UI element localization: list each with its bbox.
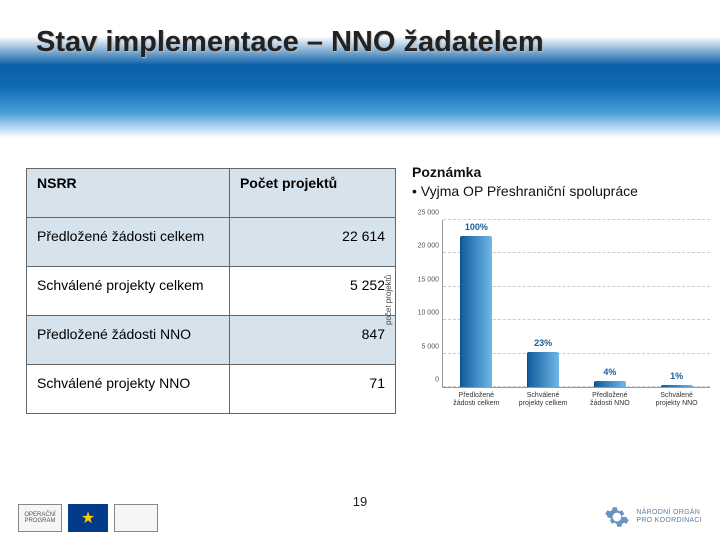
row-label: Předložené žádosti celkem: [27, 218, 230, 267]
row-value: 71: [229, 365, 395, 414]
chart-bar-pct: 1%: [653, 371, 701, 381]
row-value: 5 252: [229, 267, 395, 316]
page-number: 19: [353, 494, 367, 509]
chart-ytick: 15 000: [407, 276, 439, 283]
chart-ytick: 25 000: [407, 210, 439, 217]
chart-ylabel: počet projektů: [384, 275, 393, 325]
chart-bar-label: Předložené žádosti NNO: [582, 392, 638, 407]
chart-ytick: 5 000: [407, 343, 439, 350]
chart-bar-pct: 4%: [586, 367, 634, 377]
footer-right-line2: PRO KOORDINACI: [636, 517, 702, 525]
footer-right: NÁRODNÍ ORGÁN PRO KOORDINACI: [604, 504, 702, 530]
col2-header: Počet projektů: [229, 169, 395, 218]
row-label: Schválené projekty NNO: [27, 365, 230, 414]
gear-icon: [604, 504, 630, 530]
note-bullet: • Vyjma OP Přeshraniční spolupráce: [412, 182, 638, 201]
note-title: Poznámka: [412, 163, 638, 182]
data-table: NSRR Počet projektů Předložené žádosti c…: [26, 168, 396, 414]
table-row: Schválené projekty NNO 71: [27, 365, 396, 414]
chart-bar-pct: 100%: [452, 222, 500, 232]
left-logo2-icon: [114, 504, 158, 532]
chart-bar-label: Schválené projekty NNO: [649, 392, 705, 407]
chart-bar: [594, 381, 626, 387]
chart-gridline: [443, 219, 710, 220]
chart-ytick: 0: [407, 377, 439, 384]
table-header: NSRR Počet projektů: [27, 169, 396, 218]
chart-bar: [460, 236, 492, 387]
row-label: Schválené projekty celkem: [27, 267, 230, 316]
eu-flag-icon: ★: [68, 504, 108, 532]
table-row: Předložené žádosti celkem 22 614: [27, 218, 396, 267]
bar-chart: 05 00010 00015 00020 00025 000100%Předlo…: [404, 220, 716, 430]
row-value: 847: [229, 316, 395, 365]
table-row: Schválené projekty celkem 5 252: [27, 267, 396, 316]
table-row: Předložené žádosti NNO 847: [27, 316, 396, 365]
chart-area: 05 00010 00015 00020 00025 000100%Předlo…: [442, 220, 710, 388]
row-value: 22 614: [229, 218, 395, 267]
chart-ytick: 20 000: [407, 243, 439, 250]
chart-ytick: 10 000: [407, 310, 439, 317]
row-label: Předložené žádosti NNO: [27, 316, 230, 365]
col1-header: NSRR: [27, 169, 230, 218]
header-band: [0, 0, 720, 145]
left-logo-icon: OPERAČNÍ PROGRAM: [18, 504, 62, 532]
page-title: Stav implementace – NNO žadatelem: [36, 26, 544, 59]
chart-bar-label: Předložené žádosti celkem: [448, 392, 504, 407]
chart-bar-label: Schválené projekty celkem: [515, 392, 571, 407]
footer-left: OPERAČNÍ PROGRAM ★: [18, 504, 158, 532]
chart-bar: [527, 352, 559, 387]
footer-right-line1: NÁRODNÍ ORGÁN: [636, 509, 702, 517]
footer-right-text: NÁRODNÍ ORGÁN PRO KOORDINACI: [636, 509, 702, 524]
chart-bar-pct: 23%: [519, 338, 567, 348]
chart-bar: [661, 385, 693, 387]
note-block: Poznámka • Vyjma OP Přeshraniční spolupr…: [412, 163, 638, 201]
